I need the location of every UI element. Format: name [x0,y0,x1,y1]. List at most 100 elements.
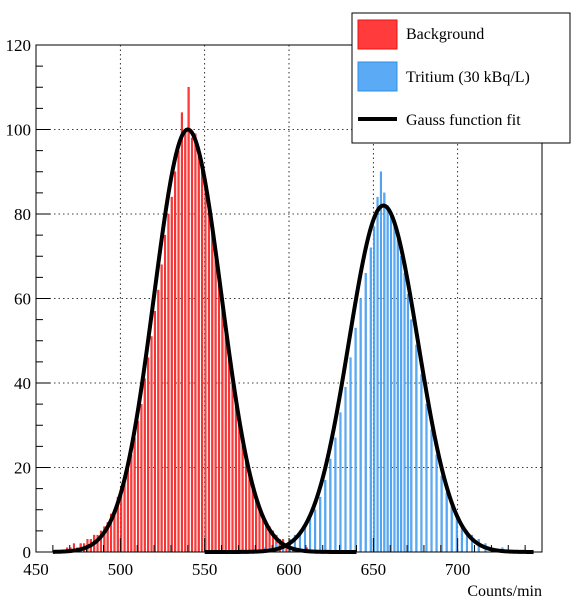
y-tick-label: 120 [6,36,32,55]
legend: Background Tritium (30 kBq/L) Gauss func… [351,12,571,144]
bar-tritium [445,492,448,553]
bar-tritium [379,171,382,553]
bar-tritium [410,319,413,553]
y-tick-label: 80 [14,205,31,224]
bar-tritium [309,518,312,553]
bar-tritium [364,272,367,553]
bar-background [207,201,210,553]
bar-background [136,420,140,553]
bar-background [261,518,264,553]
bar-tritium [383,192,386,553]
x-tick-label: 450 [23,560,49,579]
x-tick-label: 700 [445,560,471,579]
bar-tritium [376,196,379,553]
bar-tritium [349,357,352,553]
bar-background [147,357,150,553]
legend-label-tritium: Tritium (30 kBq/L) [406,69,530,86]
bar-tritium [344,387,347,553]
legend-swatch-background [357,19,398,50]
x-tick-label: 650 [361,560,387,579]
gauss-fit-line-2 [203,203,535,554]
bar-background [194,133,197,553]
bar-background [187,87,190,553]
x-tick-label: 500 [108,560,134,579]
bar-background [217,272,221,553]
bar-tritium [359,298,362,553]
bar-background [130,454,133,553]
bar-tritium [373,226,376,553]
x-axis-title: Counts/min [467,583,542,600]
bar-background [174,171,177,553]
bar-tritium [319,496,322,553]
axis-ticks [35,44,543,553]
bar-tritium [393,222,396,553]
bar-background [170,196,173,553]
bar-tritium [390,213,393,553]
bar-background [248,471,251,553]
bar-background [197,150,200,553]
legend-label-gauss-fit: Gauss function fit [406,112,521,129]
bar-tritium [354,327,357,553]
x-tick-label: 600 [276,560,302,579]
bar-tritium [324,479,327,553]
histogram-bars [66,87,504,553]
bar-background [143,378,146,553]
bar-tritium [334,437,337,553]
bar-background [126,463,129,553]
bar-background [157,289,160,553]
bar-background [214,247,217,553]
bar-tritium [460,526,463,553]
bar-background [133,437,136,553]
bar-background [140,403,143,553]
y-tick-label: 60 [14,290,31,309]
bar-tritium [339,412,342,553]
bar-background [201,163,204,553]
y-tick-label: 20 [14,459,31,478]
y-axis-tick-labels: 0 20 40 60 80 100 120 [6,36,32,562]
bar-background [163,234,167,553]
bar-background [231,374,234,553]
bar-background [228,353,231,553]
bar-tritium [450,505,453,553]
bar-background [211,222,214,553]
bar-background [153,310,156,553]
legend-swatch-tritium [357,61,398,92]
bar-tritium [396,239,399,553]
bar-background [177,150,180,553]
legend-label-background: Background [406,26,484,43]
bar-tritium [369,247,372,553]
x-axis-tick-labels: 450 500 550 600 650 700 [23,560,470,579]
bar-background [234,399,237,553]
y-tick-label: 0 [23,543,32,562]
bar-background [251,488,254,553]
bar-tritium [314,509,317,553]
y-tick-label: 40 [14,374,31,393]
bar-tritium [440,475,443,553]
bar-tritium [406,294,409,553]
bar-background [204,184,207,553]
bar-tritium [329,458,332,553]
bar-background [224,323,227,553]
bar-tritium [420,374,423,553]
bar-background [167,213,170,553]
bar-background [190,137,194,553]
y-tick-label: 100 [6,121,32,140]
bar-tritium [415,344,418,553]
bar-tritium [435,454,438,553]
bar-background [160,264,163,553]
bar-background [123,479,126,553]
bar-tritium [386,205,389,553]
bar-background [241,437,244,553]
bar-background [244,458,248,553]
bar-tritium [425,403,428,553]
bar-tritium [430,429,433,553]
bar-tritium [403,272,406,553]
bar-background [258,509,261,553]
bar-background [150,336,153,553]
bar-tritium [400,256,403,553]
x-tick-label: 550 [192,560,218,579]
bar-background [180,112,183,553]
bar-background [221,294,224,553]
bar-background [184,129,187,553]
